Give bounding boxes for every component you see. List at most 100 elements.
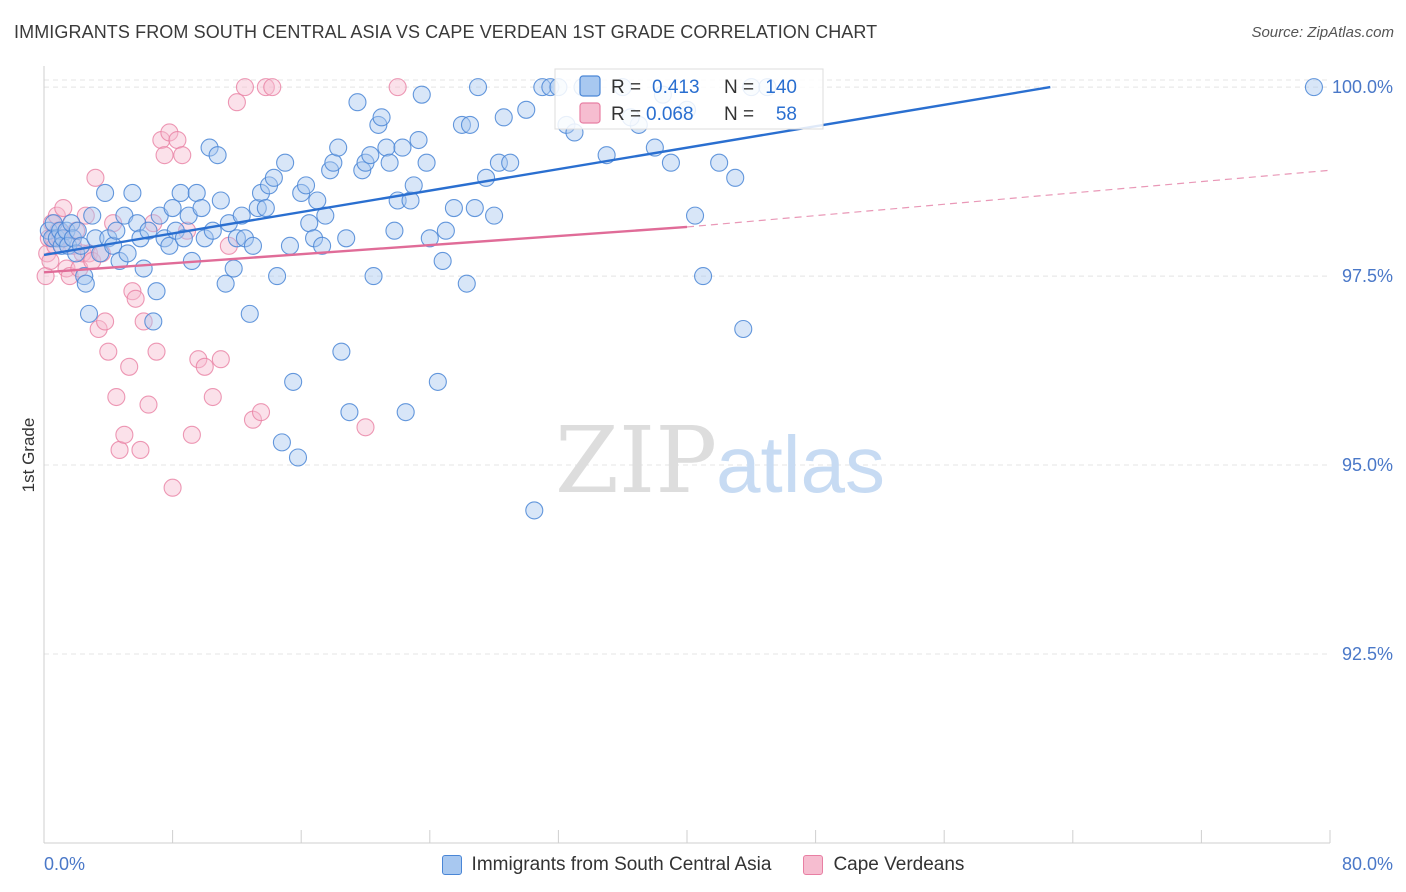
south-central-asia-point — [243, 236, 263, 255]
south-central-asia-point — [300, 214, 319, 233]
cape-verdean-point — [115, 425, 134, 444]
cape-verdean-point — [227, 93, 246, 112]
legend-label-cape-verdeans: Cape Verdeans — [833, 854, 965, 875]
south-central-asia-point — [76, 274, 95, 293]
cape-verdean-point — [139, 395, 158, 414]
south-central-asia-point — [171, 183, 190, 202]
legend-swatch-blue — [441, 855, 462, 875]
axes — [43, 66, 1331, 844]
trend-line-cape-verdeans — [43, 225, 688, 274]
cape-verdean-point — [388, 78, 407, 97]
stats-n-label-pink: N = — [724, 104, 754, 125]
south-central-asia-point — [232, 206, 251, 225]
south-central-asia-point — [468, 78, 488, 97]
south-central-asia-point — [726, 168, 745, 187]
y-tick-labels: 100.0% 97.5% 95.0% 92.5% — [1332, 77, 1393, 664]
south-central-asia-point — [256, 199, 275, 218]
south-central-asia-point — [380, 153, 399, 172]
south-central-asia-point — [192, 199, 211, 218]
south-central-asia-point — [79, 304, 99, 323]
south-central-asia-point — [420, 229, 439, 248]
cape-verdean-point — [54, 199, 73, 218]
south-central-asia-point — [208, 146, 227, 165]
legend-swatch-pink — [803, 855, 824, 875]
cape-verdean-point — [235, 78, 254, 97]
south-central-asia-point — [62, 214, 81, 233]
y-tick-label-0: 100.0% — [1332, 77, 1393, 97]
y-tick-label-2: 95.0% — [1342, 455, 1393, 475]
south-central-asia-point — [144, 312, 163, 331]
legend-item-south-central-asia: Immigrants from South Central Asia — [441, 854, 771, 876]
y-tick-label-1: 97.5% — [1342, 266, 1393, 286]
south-central-asia-point — [123, 183, 142, 202]
legend-item-cape-verdeans: Cape Verdeans — [803, 854, 964, 876]
south-central-asia-point — [211, 191, 230, 210]
south-central-asia-point — [348, 93, 367, 112]
south-central-asia-point — [428, 372, 447, 391]
south-central-asia-point — [734, 319, 753, 339]
south-central-asia-point — [96, 183, 115, 202]
south-central-asia-point — [361, 146, 380, 165]
cape-verdean-point — [163, 478, 182, 497]
south-central-asia-point — [216, 274, 235, 293]
south-central-asia-point — [494, 108, 513, 127]
south-central-asia-point — [412, 85, 431, 104]
south-central-asia-point — [401, 191, 420, 210]
cape-verdean-point — [99, 342, 118, 361]
south-central-asia-point — [457, 274, 476, 293]
south-central-asia-point — [160, 236, 179, 255]
cape-verdean-point — [107, 387, 126, 407]
x-tick-label-min: 0.0% — [44, 854, 85, 874]
south-central-asia-point — [107, 221, 126, 240]
watermark-zip: ZIP — [555, 407, 717, 514]
south-central-asia-point — [147, 282, 166, 301]
south-central-asia-point — [477, 168, 496, 187]
stats-r-label-blue: R = — [611, 77, 641, 98]
south-central-asia-point — [337, 229, 356, 248]
south-central-asia-point — [436, 221, 455, 240]
stats-legend: R = 0.413 N = 140 R = 0.068 N = 58 — [554, 68, 824, 130]
south-central-asia-point — [163, 199, 182, 218]
chart-title: IMMIGRANTS FROM SOUTH CENTRAL ASIA VS CA… — [14, 22, 878, 42]
south-central-asia-point — [276, 153, 295, 172]
cape-verdean-point — [134, 312, 153, 331]
cape-verdean-point — [263, 78, 282, 97]
south-central-asia-point — [268, 267, 287, 286]
south-central-asia-point — [710, 153, 729, 172]
south-central-asia-point — [296, 176, 316, 195]
watermark-atlas: atlas — [716, 420, 885, 509]
south-central-asia-point — [485, 206, 504, 225]
cape-verdean-point — [89, 319, 108, 339]
south-central-asia-point — [444, 199, 463, 218]
south-central-asia-point — [460, 115, 480, 134]
cape-verdean-point — [173, 146, 192, 165]
cape-verdean-point — [120, 357, 139, 376]
cape-verdean-point — [182, 425, 201, 444]
x-tick-label-max: 80.0% — [1342, 854, 1393, 874]
south-central-asia-point — [308, 191, 327, 210]
south-central-asia-point — [377, 138, 396, 157]
cape-verdean-point — [96, 312, 115, 331]
south-central-asia-point — [240, 304, 259, 323]
south-central-asia-point — [118, 244, 137, 263]
cape-verdean-point — [131, 440, 150, 459]
bottom-legend: Immigrants from South Central Asia Cape … — [0, 852, 1406, 878]
south-central-asia-point — [139, 221, 158, 240]
south-central-asia-point — [83, 206, 102, 225]
stats-n-value-pink: 58 — [776, 104, 797, 125]
cape-verdean-point — [211, 350, 230, 369]
cape-verdean-point — [356, 418, 375, 437]
south-central-asia-point — [224, 259, 243, 278]
south-central-asia-point — [324, 153, 343, 172]
trend-line-south-central-asia — [43, 85, 1051, 257]
stats-legend-swatch-pink — [579, 102, 601, 124]
cape-verdean-point — [155, 146, 174, 165]
south-central-asia-point — [340, 403, 359, 422]
south-central-asia-point — [313, 236, 332, 255]
south-central-asia-point — [372, 108, 391, 127]
cape-verdean-point — [189, 350, 208, 369]
cape-verdean-point — [86, 168, 105, 187]
south-central-asia-point — [329, 138, 348, 157]
south-central-asia-point — [174, 229, 193, 248]
south-central-asia-point — [1304, 78, 1323, 97]
